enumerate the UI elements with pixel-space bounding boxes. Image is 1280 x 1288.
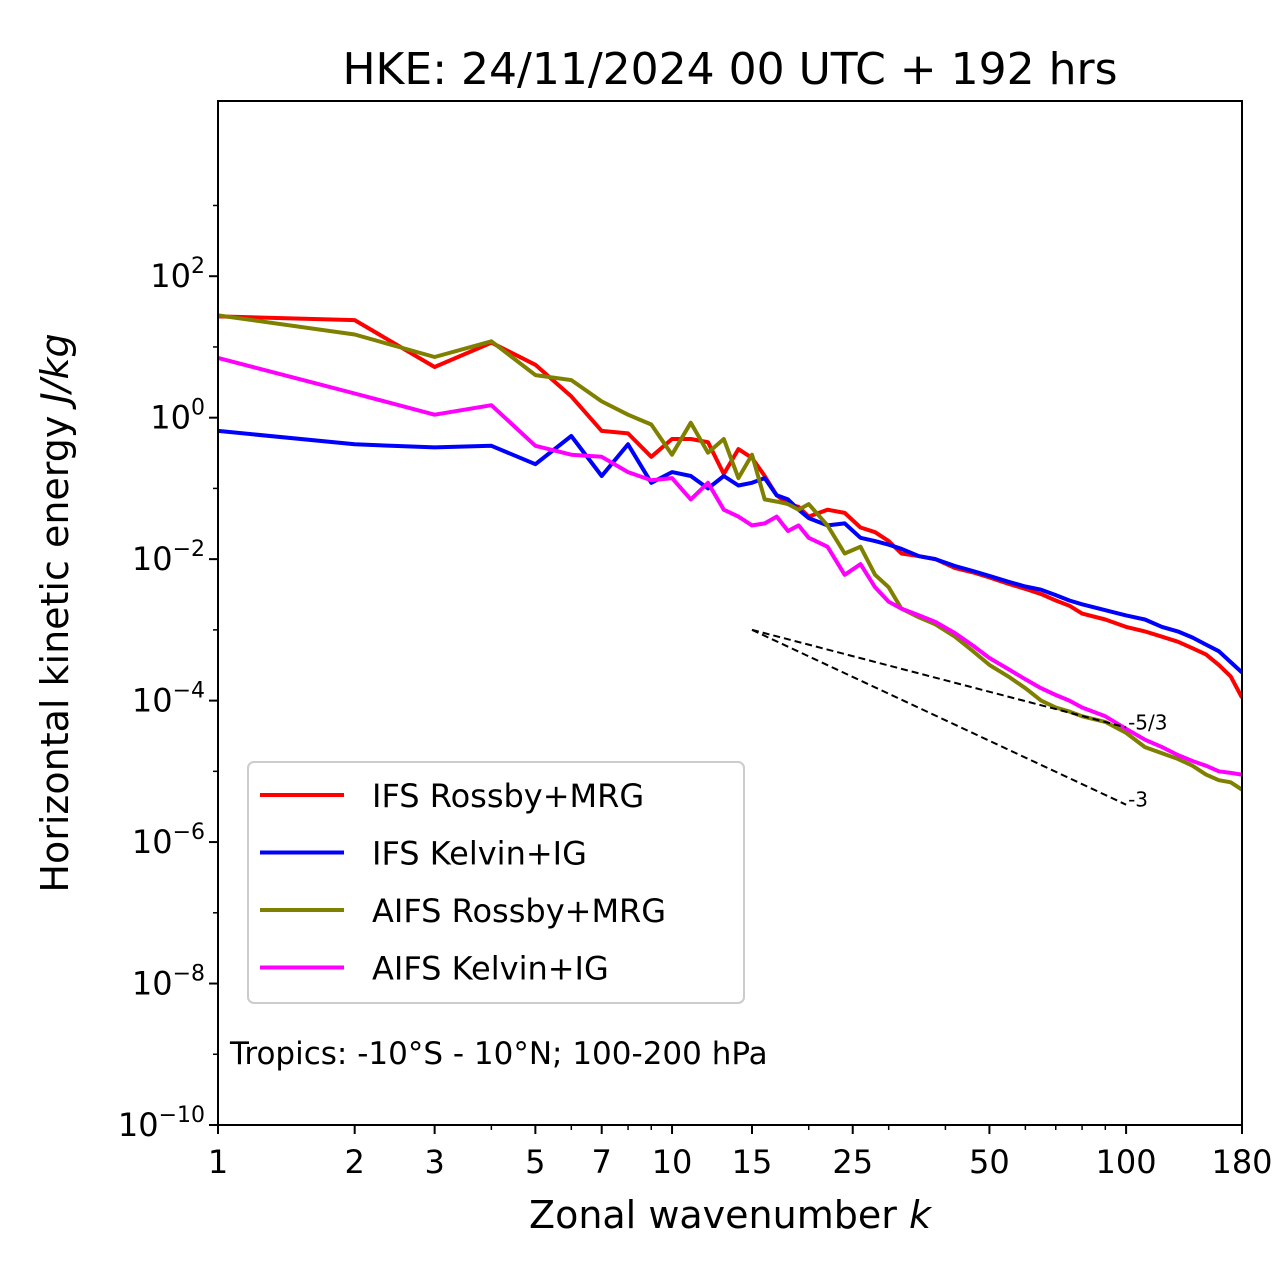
- x-tick-label: 1: [208, 1143, 228, 1181]
- chart-title: HKE: 24/11/2024 00 UTC + 192 hrs: [342, 44, 1117, 95]
- y-tick-label: 10−8: [132, 962, 205, 1003]
- y-axis-ticks: 10−10 10−8 10−6 10−4 10−2 100 102: [118, 204, 218, 1144]
- region-annotation: Tropics: -10°S - 10°N; 100-200 hPa: [229, 1036, 768, 1072]
- x-tick-label: 50: [969, 1143, 1010, 1181]
- x-tick-label: 15: [732, 1143, 773, 1181]
- y-tick-label: 102: [150, 254, 205, 295]
- legend-label: IFS Rossby+MRG: [372, 777, 644, 815]
- y-tick-label: 10−6: [132, 820, 205, 861]
- plot-frame: [217, 100, 1243, 1126]
- y-tick-label: 10−2: [132, 537, 205, 578]
- y-axis-label: Horizontal kinetic energy J/kg: [33, 333, 77, 892]
- x-tick-label: 5: [525, 1143, 545, 1181]
- series-line-1: [218, 314, 1242, 699]
- series-layer: [218, 313, 1242, 792]
- x-tick-label: 7: [592, 1143, 612, 1181]
- series-line-4: [218, 355, 1242, 777]
- x-tick-label: 3: [424, 1143, 444, 1181]
- y-tick-label: 100: [150, 396, 205, 437]
- x-tick-label: 180: [1211, 1143, 1272, 1181]
- reference-line-label-1: -5/3: [1128, 710, 1167, 734]
- reference-line-2: [751, 628, 1127, 806]
- y-tick-label: 10−4: [132, 679, 205, 720]
- legend: IFS Rossby+MRG IFS Kelvin+IG AIFS Rossby+M…: [247, 761, 745, 1004]
- legend-label: IFS Kelvin+IG: [372, 835, 587, 873]
- legend-label: AIFS Kelvin+IG: [372, 950, 609, 988]
- x-axis-ticks: 1 2 3 5 7 10 15 25 50 100 180: [208, 1125, 1273, 1181]
- x-axis-label-symbol: k: [909, 1193, 933, 1237]
- x-tick-label: 2: [345, 1143, 365, 1181]
- series-line-2: [218, 428, 1242, 674]
- x-tick-label: 100: [1096, 1143, 1157, 1181]
- y-axis-label-unit: J/kg: [33, 333, 77, 410]
- legend-box: [247, 761, 745, 1004]
- series-line-3: [218, 313, 1242, 792]
- y-tick-label: 10−10: [118, 1103, 205, 1144]
- x-tick-label: 10: [652, 1143, 693, 1181]
- reference-line-label-2: -3: [1128, 788, 1148, 812]
- y-axis-label-text: Horizontal kinetic energy: [33, 416, 77, 893]
- reference-line-1: [751, 628, 1127, 729]
- x-axis-label: Zonal wavenumber k: [529, 1193, 933, 1237]
- reference-lines: -5/3 -3: [751, 628, 1168, 812]
- legend-label: AIFS Rossby+MRG: [372, 892, 666, 930]
- x-tick-label: 25: [832, 1143, 873, 1181]
- x-axis-label-text: Zonal wavenumber: [529, 1193, 897, 1237]
